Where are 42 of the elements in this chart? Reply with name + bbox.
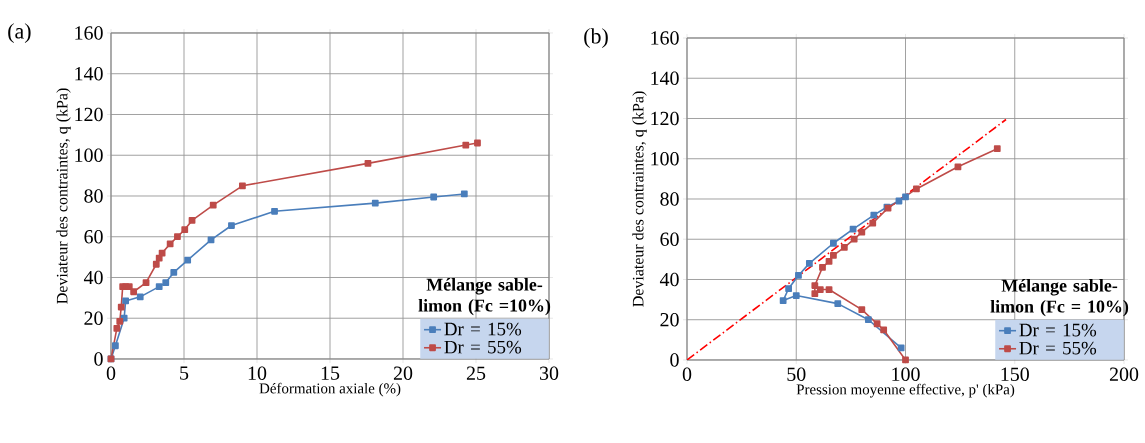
y-tick-label: 160 (651, 31, 679, 45)
x-tick-label: 30 (540, 366, 559, 380)
y-tick-label: 0 (670, 353, 679, 367)
y-tick-label: 100 (651, 152, 679, 166)
y-tick-label: 40 (83, 270, 103, 285)
x-tick-label: 20 (393, 366, 413, 380)
x-tick-label: 10 (248, 366, 267, 380)
x-tick-label: 200 (1109, 367, 1139, 381)
legend-label: Dr = 15% (1019, 323, 1097, 337)
x-tick-label: 50 (787, 367, 806, 381)
x-tick-label: 0 (682, 367, 692, 381)
y-tick-label: 80 (84, 189, 103, 203)
legend-title: Mélange sable-limon (Fc = 10%) (990, 279, 1129, 317)
y-tick-label: 120 (75, 107, 103, 122)
y-tick-label: 20 (84, 311, 103, 325)
y-tick-label: 160 (75, 26, 103, 40)
legend-label: Dr = 55% (1019, 341, 1097, 355)
legend-label: Dr = 15% (444, 322, 522, 336)
y-tick-label: 40 (659, 272, 679, 287)
x-tick-label: 5 (180, 366, 189, 380)
y-tick-label: 20 (660, 313, 679, 327)
y-tick-label: 60 (84, 230, 103, 244)
x-tick-label: 25 (466, 366, 486, 380)
y-tick-label: 140 (651, 71, 679, 85)
legend-title: Mélange sable-limon (Fc =10%) (418, 278, 551, 316)
y-axis-title: Deviateur des contraintes, q (kPa) (56, 88, 71, 304)
y-tick-label: 140 (75, 67, 103, 81)
y-tick-label: 120 (651, 111, 679, 126)
legend-label: Dr = 55% (444, 340, 522, 354)
text: (a) (8, 23, 31, 44)
y-tick-label: 60 (660, 232, 679, 246)
x-tick-label: 150 (1001, 367, 1029, 381)
y-axis-title: Deviateur des contraintes, q (kPa) (632, 91, 647, 307)
x-tick-label: 100 (892, 367, 920, 381)
x-tick-label: 15 (321, 366, 340, 380)
text: (b) (584, 28, 608, 49)
x-tick-label: 0 (106, 366, 116, 380)
x-axis-title: Pression moyenne effective, p' (kPa) (796, 383, 1015, 398)
y-tick-label: 80 (660, 192, 679, 206)
x-axis-title: Déformation axiale (%) (259, 382, 401, 397)
y-tick-label: 100 (75, 148, 103, 162)
y-tick-label: 0 (94, 352, 103, 366)
